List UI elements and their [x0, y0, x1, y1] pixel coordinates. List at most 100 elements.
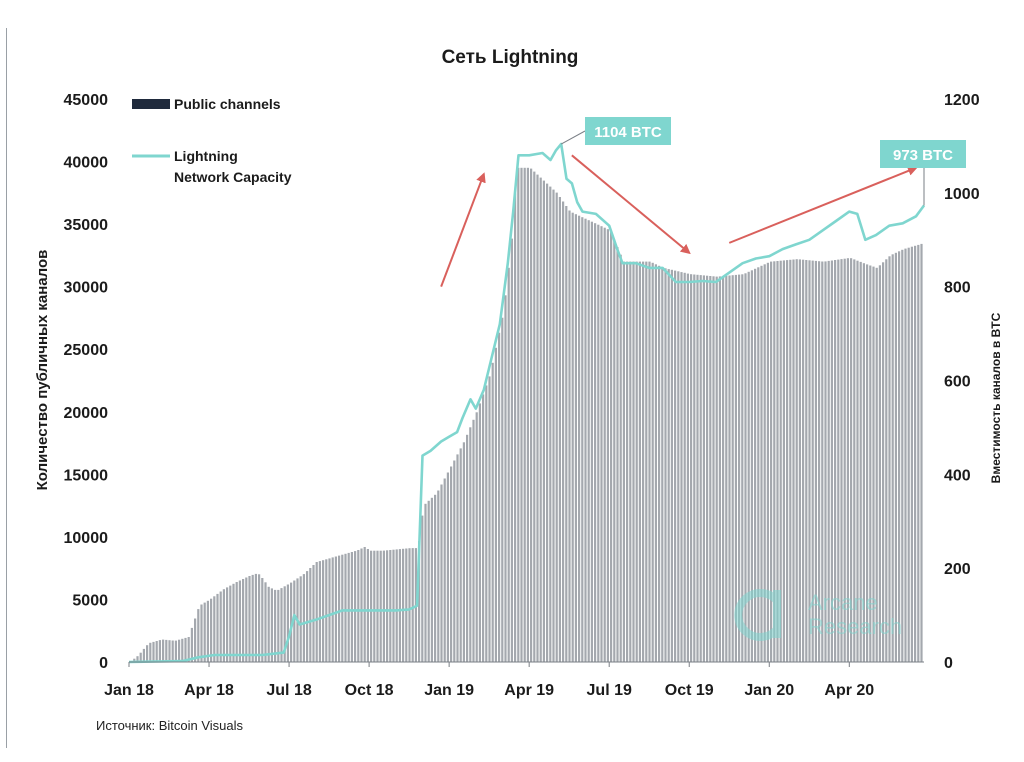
public-channels-bar	[267, 586, 270, 662]
y-left-tick-label: 45000	[64, 92, 109, 109]
public-channels-bar	[635, 261, 638, 662]
public-channels-bar	[376, 550, 379, 662]
public-channels-bar	[603, 227, 606, 662]
legend: Public channels Lightning Network Capaci…	[132, 96, 292, 185]
public-channels-bar	[786, 260, 789, 662]
public-channels-bar	[853, 259, 856, 662]
public-channels-bar	[248, 576, 251, 662]
public-channels-bar	[373, 550, 376, 662]
public-channels-bar	[443, 478, 446, 662]
public-channels-bars	[130, 167, 923, 663]
public-channels-bar	[533, 171, 536, 662]
public-channels-bar	[434, 494, 437, 662]
public-channels-bar	[610, 232, 613, 662]
public-channels-bar	[590, 221, 593, 662]
public-channels-bar	[776, 261, 779, 662]
public-channels-bar	[680, 272, 683, 662]
y-left-tick-label: 35000	[64, 217, 109, 234]
public-channels-bar	[773, 261, 776, 662]
public-channels-bar	[814, 260, 817, 662]
public-channels-bar	[536, 174, 539, 662]
public-channels-bar	[683, 272, 686, 662]
public-channels-bar	[837, 259, 840, 662]
public-channels-bar	[917, 244, 920, 662]
public-channels-bar	[152, 641, 155, 662]
public-channels-bar	[162, 639, 165, 662]
public-channels-bar	[840, 259, 843, 662]
public-channels-bar	[475, 412, 478, 662]
public-channels-bar	[171, 640, 174, 662]
public-channels-bar	[421, 515, 424, 662]
y-right-tick-label: 400	[944, 467, 971, 484]
public-channels-bar	[203, 602, 206, 662]
public-channels-bar	[834, 260, 837, 662]
public-channels-bar	[306, 571, 309, 662]
y-right-tick-label: 200	[944, 561, 971, 578]
public-channels-bar	[718, 276, 721, 662]
public-channels-bar	[197, 609, 200, 662]
public-channels-bar	[654, 264, 657, 662]
public-channels-bar	[405, 548, 408, 662]
public-channels-bar	[702, 275, 705, 662]
public-channels-bar	[744, 273, 747, 662]
public-channels-bar	[469, 427, 472, 662]
public-channels-bar	[578, 215, 581, 662]
public-channels-bar	[910, 246, 913, 662]
y-left-tick-label: 20000	[64, 405, 109, 422]
public-channels-bar	[632, 261, 635, 662]
public-channels-bar	[344, 553, 347, 662]
public-channels-bar	[862, 263, 865, 662]
public-channels-bar	[472, 419, 475, 662]
public-channels-bar	[782, 260, 785, 662]
public-channels-bar	[238, 580, 241, 662]
public-channels-bar	[715, 276, 718, 662]
public-channels-bar	[354, 551, 357, 662]
public-channels-bar	[370, 550, 373, 662]
public-channels-bar	[216, 593, 219, 662]
public-channels-bar	[888, 256, 891, 662]
public-channels-bar	[229, 585, 232, 662]
public-channels-bar	[712, 276, 715, 662]
public-channels-bar	[242, 579, 245, 662]
public-channels-bar	[427, 500, 430, 662]
public-channels-bar	[389, 550, 392, 662]
public-channels-bar	[280, 588, 283, 662]
public-channels-bar	[594, 223, 597, 662]
public-channels-bar	[907, 247, 910, 662]
public-channels-bar	[302, 574, 305, 662]
public-channels-bar	[763, 264, 766, 662]
public-channels-bar	[514, 193, 517, 662]
public-channels-bar	[299, 576, 302, 662]
public-channels-bar	[850, 258, 853, 662]
public-channels-bar	[872, 266, 875, 662]
public-channels-bar	[894, 252, 897, 663]
public-channels-bar	[363, 547, 366, 662]
public-channels-bar	[898, 251, 901, 663]
public-channels-bar	[597, 224, 600, 662]
annotation-latest: 973 BTC	[880, 140, 966, 206]
x-tick-label: Jul 18	[266, 682, 311, 699]
public-channels-bar	[530, 168, 533, 662]
public-channels-bar	[558, 197, 561, 662]
public-channels-bar	[757, 267, 760, 662]
public-channels-bar	[706, 275, 709, 662]
annotation-peak-label: 1104 BTC	[594, 124, 662, 141]
public-channels-bar	[328, 558, 331, 662]
x-tick-label: Apr 18	[184, 682, 234, 699]
public-channels-bar	[549, 186, 552, 662]
x-tick-label: Jan 20	[744, 682, 794, 699]
public-channels-bar	[360, 548, 363, 662]
public-channels-bar	[670, 269, 673, 662]
arcane-logo-icon	[734, 589, 782, 641]
public-channels-bar	[178, 639, 181, 662]
public-channels-bar	[226, 587, 229, 662]
public-channels-bar	[738, 274, 741, 662]
public-channels-bar	[478, 403, 481, 662]
public-channels-bar	[494, 347, 497, 662]
public-channels-bar	[382, 550, 385, 662]
public-channels-bar	[222, 589, 225, 662]
legend-label-public-channels: Public channels	[174, 96, 281, 112]
public-channels-bar	[555, 192, 558, 662]
public-channels-bar	[891, 254, 894, 663]
x-tick-label: Apr 20	[824, 682, 874, 699]
